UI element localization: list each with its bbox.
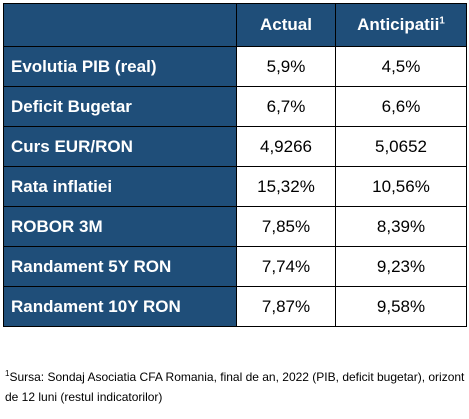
table-row: Deficit Bugetar 6,7% 6,6% (3, 86, 467, 127)
forecast-value: 10,56% (335, 166, 467, 207)
forecast-value: 8,39% (335, 206, 467, 247)
table-header-row: Actual Anticipatii1 (3, 3, 467, 47)
row-label: Curs EUR/RON (3, 126, 237, 167)
actual-value: 4,9266 (236, 126, 336, 167)
table-row: ROBOR 3M 7,85% 8,39% (3, 206, 467, 247)
actual-value: 7,85% (236, 206, 336, 247)
actual-value: 6,7% (236, 86, 336, 127)
row-label: Randament 5Y RON (3, 246, 237, 287)
footnote-mark: 1 (5, 369, 10, 378)
actual-value: 5,9% (236, 46, 336, 87)
table-row: Randament 5Y RON 7,74% 9,23% (3, 246, 467, 287)
row-label: Deficit Bugetar (3, 86, 237, 127)
header-blank-cell (3, 3, 237, 47)
table-row: Randament 10Y RON 7,87% 9,58% (3, 286, 467, 327)
actual-value: 7,87% (236, 286, 336, 327)
actual-value: 15,32% (236, 166, 336, 207)
forecast-value: 9,23% (335, 246, 467, 287)
forecast-value: 5,0652 (335, 126, 467, 167)
header-forecast-label: Anticipatii (357, 15, 440, 34)
header-actual: Actual (236, 3, 336, 47)
forecast-value: 4,5% (335, 46, 467, 87)
footnote-text: Sursa: Sondaj Asociatia CFA Romania, fin… (5, 370, 465, 404)
row-label: ROBOR 3M (3, 206, 237, 247)
row-label: Randament 10Y RON (3, 286, 237, 327)
forecast-value: 6,6% (335, 86, 467, 127)
row-label: Evolutia PIB (real) (3, 46, 237, 87)
header-forecast: Anticipatii1 (335, 3, 467, 47)
actual-value: 7,74% (236, 246, 336, 287)
indicators-table: Actual Anticipatii1 Evolutia PIB (real) … (3, 3, 467, 327)
table-row: Rata inflatiei 15,32% 10,56% (3, 166, 467, 207)
source-footnote: 1Sursa: Sondaj Asociatia CFA Romania, fi… (5, 364, 465, 407)
row-label: Rata inflatiei (3, 166, 237, 207)
forecast-value: 9,58% (335, 286, 467, 327)
header-actual-label: Actual (260, 15, 312, 34)
footnote-mark: 1 (439, 15, 445, 27)
table-row: Evolutia PIB (real) 5,9% 4,5% (3, 46, 467, 87)
table-row: Curs EUR/RON 4,9266 5,0652 (3, 126, 467, 167)
